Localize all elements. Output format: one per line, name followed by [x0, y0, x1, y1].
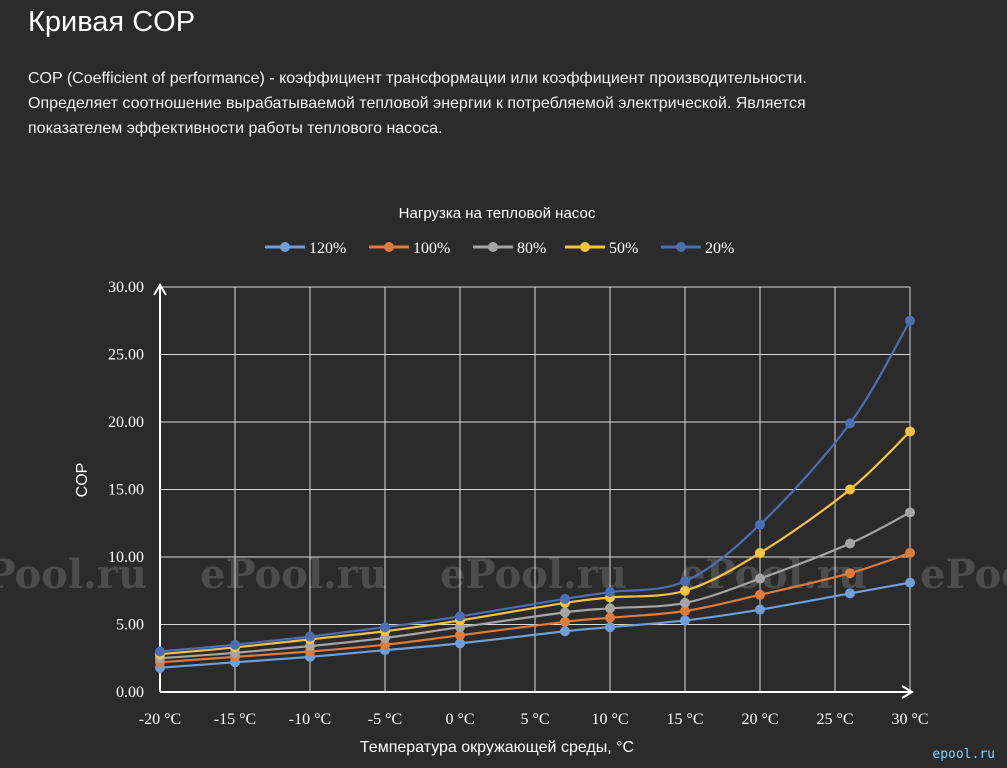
x-tick-label: -10 °C	[289, 711, 331, 728]
x-tick-label: -15 °C	[214, 711, 256, 728]
data-point	[680, 606, 690, 616]
data-point	[905, 315, 915, 326]
corner-logo: epool.ru	[932, 747, 995, 762]
y-axis-title: COP	[74, 463, 91, 498]
legend-item: 120%	[265, 240, 346, 257]
data-point	[680, 597, 690, 608]
data-point	[755, 573, 765, 584]
page-description: COP (Coefficient of performance) - коэфф…	[28, 66, 928, 141]
watermark: ePool.ru	[200, 551, 387, 598]
legend-item: 100%	[369, 240, 450, 257]
x-tick-label: 25 °C	[816, 711, 853, 728]
description-line-3: показателем эффективности работы теплово…	[28, 120, 443, 137]
data-point	[680, 585, 690, 596]
data-point	[680, 615, 690, 626]
legend-item: 20%	[661, 240, 734, 257]
x-tick-label: 30 °C	[891, 711, 928, 728]
x-tick-label: 15 °C	[666, 711, 703, 728]
legend: 120% 100% 80% 50% 20%	[265, 240, 734, 257]
data-point	[755, 547, 765, 558]
description-line-1: COP (Coefficient of performance) - коэфф…	[28, 70, 807, 87]
axes	[153, 283, 914, 699]
data-point	[845, 568, 855, 579]
data-point	[155, 646, 165, 657]
legend-marker	[280, 242, 290, 252]
y-tick-label: 5.00	[116, 617, 144, 634]
y-tick-label: 0.00	[116, 684, 144, 701]
x-tick-label: -20 °C	[139, 711, 181, 728]
data-point	[755, 589, 765, 600]
watermark: ePool.ru	[920, 551, 1007, 598]
y-tick-label: 25.00	[108, 347, 144, 364]
data-point	[755, 519, 765, 530]
data-point	[845, 538, 855, 549]
y-tick-label: 10.00	[108, 549, 144, 566]
x-tick-label: -5 °C	[368, 711, 402, 728]
data-point	[560, 607, 570, 618]
y-tick-label: 15.00	[108, 482, 144, 499]
x-tick-label: 10 °C	[591, 711, 628, 728]
data-point	[605, 587, 615, 598]
legend-marker	[384, 242, 394, 252]
legend-label: 120%	[309, 240, 346, 257]
data-point	[845, 418, 855, 429]
data-point	[680, 576, 690, 587]
y-axis-arrow-icon	[153, 283, 167, 296]
data-point	[845, 588, 855, 599]
y-tick-label: 20.00	[108, 414, 144, 431]
data-point	[845, 484, 855, 495]
page-title: Кривая COP	[28, 6, 196, 38]
legend-label: 80%	[517, 240, 546, 257]
x-axis-arrow-icon	[901, 685, 914, 699]
legend-item: 80%	[473, 240, 546, 257]
data-point	[905, 577, 915, 588]
watermark: ePool.ru	[0, 551, 147, 598]
x-tick-label: 5 °C	[520, 711, 549, 728]
data-point	[605, 612, 615, 623]
series-group	[155, 315, 915, 673]
data-point	[305, 631, 315, 642]
data-point	[755, 604, 765, 615]
data-point	[605, 603, 615, 614]
data-point	[455, 638, 465, 649]
data-point	[905, 547, 915, 558]
legend-label: 100%	[413, 240, 450, 257]
series-20pct	[155, 315, 915, 657]
legend-label: 20%	[705, 240, 734, 257]
data-point	[560, 626, 570, 637]
data-point	[905, 426, 915, 437]
data-point	[380, 622, 390, 633]
watermark: ePool.ru	[440, 551, 627, 598]
data-point	[905, 507, 915, 518]
x-axis-title: Температура окружающей среды, °C	[360, 739, 634, 756]
data-point	[560, 616, 570, 627]
x-tick-label: 20 °C	[741, 711, 778, 728]
legend-marker	[676, 242, 686, 252]
legend-label: 50%	[609, 240, 638, 257]
x-tick-label: 0 °C	[445, 711, 474, 728]
data-point	[605, 622, 615, 633]
data-point	[230, 639, 240, 650]
data-point	[455, 630, 465, 641]
legend-item: 50%	[565, 240, 638, 257]
y-tick-label: 30.00	[108, 279, 144, 296]
data-point	[455, 611, 465, 622]
chart-title: Нагрузка на тепловой насос	[399, 205, 596, 222]
description-line-2: Определяет соотношение вырабатываемой те…	[28, 95, 806, 112]
legend-marker	[488, 242, 498, 252]
grid	[160, 286, 911, 692]
legend-marker	[580, 242, 590, 252]
data-point	[560, 593, 570, 604]
tick-labels: 0.00 5.00 10.00 15.00 20.00 25.00 30.00 -20 °C -…	[108, 279, 929, 728]
